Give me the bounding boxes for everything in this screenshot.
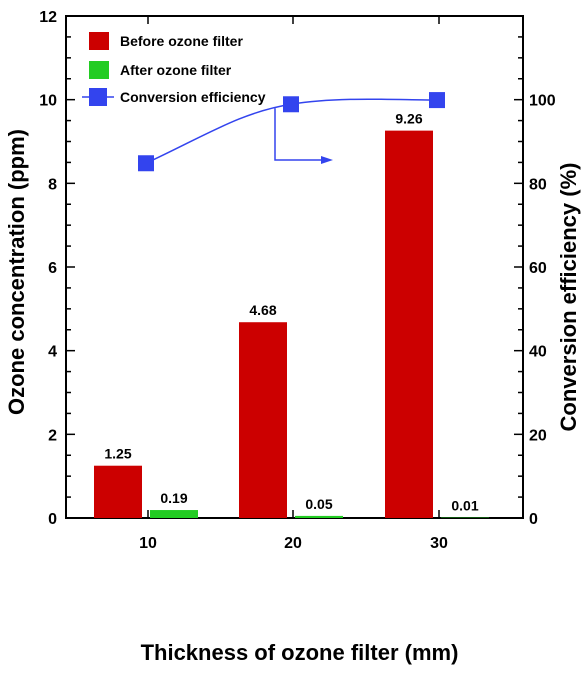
legend-swatch	[89, 32, 109, 50]
data-label: 0.01	[451, 498, 478, 514]
y2-tick-label: 0	[529, 511, 538, 528]
x-tick-label: 10	[139, 535, 157, 552]
axis-titles: Thickness of ozone filter (mm) Ozone con…	[4, 129, 581, 665]
bar-after	[150, 510, 198, 518]
right-axis-arrow	[275, 108, 333, 164]
y-tick-label: 6	[48, 260, 57, 277]
y-axis-title: Ozone concentration (ppm)	[4, 129, 29, 415]
y2-tick-label: 20	[529, 427, 547, 444]
data-label: 0.05	[305, 496, 332, 512]
data-label: 1.25	[104, 446, 131, 462]
data-label: 9.26	[395, 111, 422, 127]
y2-tick-label: 40	[529, 344, 547, 361]
legend-swatch	[89, 61, 109, 79]
efficiency-marker	[283, 96, 299, 112]
y2-tick-label: 80	[529, 176, 547, 193]
y-tick-label: 2	[48, 427, 57, 444]
bar-before	[94, 466, 142, 518]
y2-axis-title: Conversion efficiency (%)	[556, 163, 581, 432]
y-tick-label: 10	[39, 93, 57, 110]
efficiency-marker	[429, 92, 445, 108]
y-tick-label: 8	[48, 176, 57, 193]
y-tick-label: 4	[48, 344, 57, 361]
y-tick-label: 0	[48, 511, 57, 528]
data-label: 4.68	[249, 302, 276, 318]
legend-label: Before ozone filter	[120, 33, 243, 49]
arrow-head	[321, 156, 333, 164]
y2-tick-label: 100	[529, 93, 556, 110]
x-axis-title: Thickness of ozone filter (mm)	[141, 640, 459, 665]
data-label: 0.19	[160, 490, 187, 506]
arrow-shaft	[275, 108, 325, 160]
bars	[94, 131, 489, 518]
legend: Before ozone filter After ozone filter Con…	[82, 32, 266, 106]
bar-before	[239, 322, 287, 518]
y-tick-label: 12	[39, 9, 57, 26]
legend-swatch	[89, 88, 107, 106]
legend-label: Conversion efficiency	[120, 89, 266, 105]
legend-label: After ozone filter	[120, 62, 232, 78]
bar-before	[385, 131, 433, 518]
x-tick-label: 20	[284, 535, 302, 552]
bar-after	[295, 516, 343, 518]
efficiency-marker	[138, 155, 154, 171]
x-tick-label: 30	[430, 535, 448, 552]
y2-tick-label: 60	[529, 260, 547, 277]
